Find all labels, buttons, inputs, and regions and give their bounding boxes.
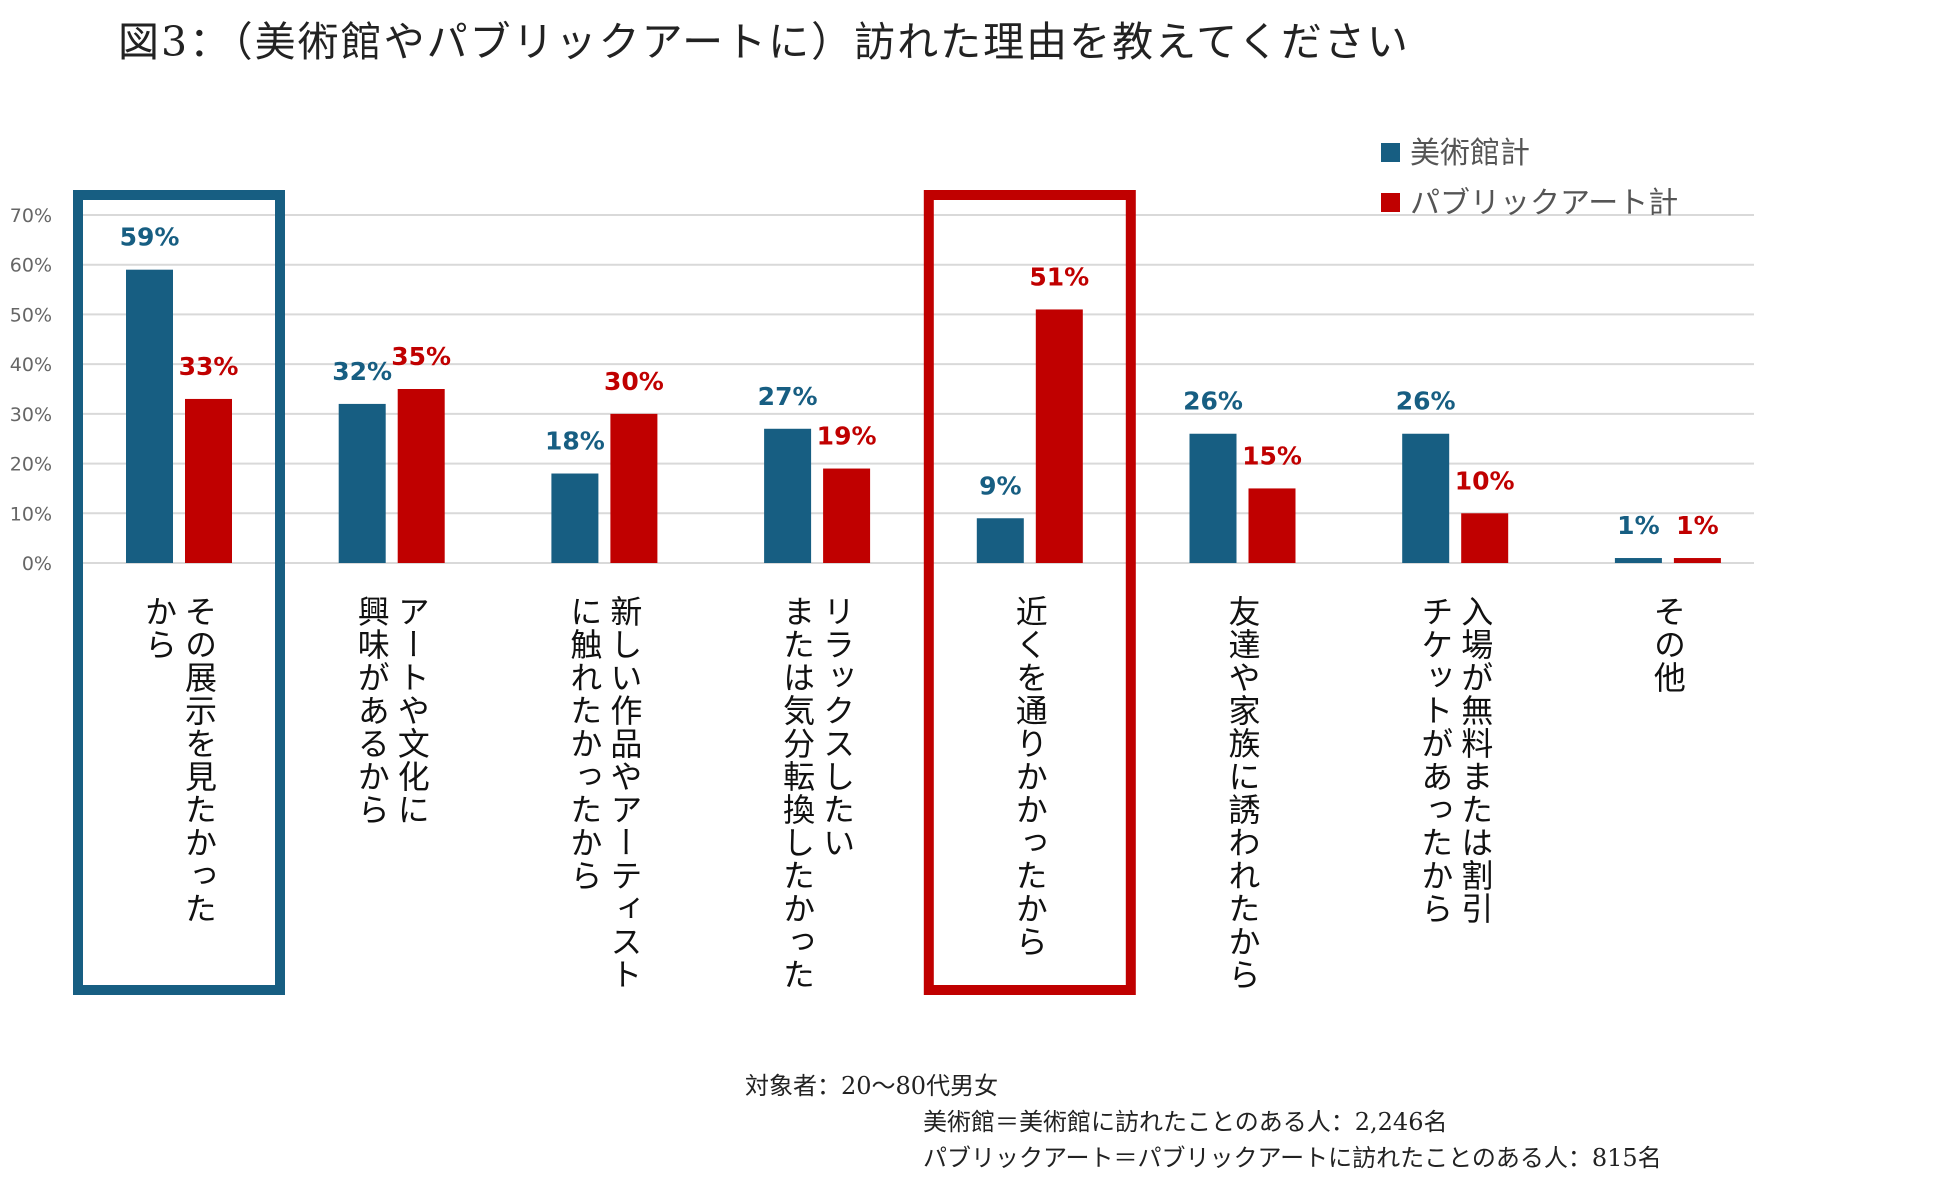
category-label: 近くを通りかかったから bbox=[1010, 595, 1049, 958]
y-tick-label: 60% bbox=[10, 255, 52, 277]
chart-title: 図3：（美術館やパブリックアートに）訪れた理由を教えてください bbox=[118, 18, 1410, 66]
data-label-museum: 1% bbox=[1617, 511, 1659, 540]
y-tick-label: 20% bbox=[10, 454, 52, 476]
category-label: 友達や家族に誘われたから bbox=[1223, 595, 1262, 991]
y-tick-label: 30% bbox=[10, 404, 52, 426]
bar-museum bbox=[1189, 433, 1237, 563]
bar-public-art bbox=[397, 389, 445, 563]
data-label-public-art: 1% bbox=[1676, 511, 1718, 540]
bar-museum bbox=[551, 473, 599, 563]
footnote-museum-sample: 美術館＝美術館に訪れたことのある人：2,246名 bbox=[923, 1108, 1448, 1136]
data-label-public-art: 51% bbox=[1029, 262, 1089, 291]
category-label: アートや文化に 興味があるから bbox=[352, 595, 431, 826]
bar-museum bbox=[976, 518, 1024, 563]
category-label: その展示を見たかった から bbox=[140, 595, 218, 925]
bars bbox=[126, 269, 1721, 563]
data-label-museum: 59% bbox=[120, 223, 180, 252]
highlight-boxes bbox=[73, 190, 1136, 995]
gridlines bbox=[83, 214, 1754, 564]
data-label-public-art: 15% bbox=[1242, 441, 1302, 470]
data-label-museum: 26% bbox=[1396, 387, 1456, 416]
data-label-public-art: 10% bbox=[1455, 466, 1515, 495]
category-label: リラックスしたい または気分転換したかった bbox=[778, 595, 857, 991]
legend-swatch-public-art bbox=[1381, 193, 1400, 212]
footnote-target: 対象者：20〜80代男女 bbox=[745, 1072, 999, 1100]
data-label-museum: 27% bbox=[758, 382, 818, 411]
category-label: 入場が無料または割引 チケットがあったから bbox=[1416, 595, 1495, 925]
data-label-public-art: 33% bbox=[179, 352, 239, 381]
data-label-public-art: 19% bbox=[817, 422, 877, 451]
data-label-public-art: 30% bbox=[604, 367, 664, 396]
data-label-museum: 9% bbox=[979, 471, 1021, 500]
data-label-museum: 18% bbox=[545, 427, 605, 456]
bar-public-art bbox=[610, 413, 658, 563]
bar-museum bbox=[1614, 558, 1662, 563]
data-labels: 59% 33% 32%35% 18% 30% 27% 19% 9% 51% 26% 15% 26% 10… bbox=[120, 223, 1719, 540]
bar-public-art bbox=[1673, 558, 1721, 563]
y-tick-label: 0% bbox=[22, 553, 52, 575]
legend-label-museum: 美術館計 bbox=[1410, 136, 1530, 171]
bar-museum bbox=[764, 428, 812, 563]
y-tick-label: 70% bbox=[10, 205, 52, 227]
y-tick-label: 10% bbox=[10, 503, 52, 525]
highlight-box bbox=[73, 190, 285, 995]
bar-public-art bbox=[1461, 513, 1509, 563]
y-tick-label: 50% bbox=[10, 304, 52, 326]
data-label-museum: 32% bbox=[332, 357, 392, 386]
footnote-public-art-sample: パブリックアート＝パブリックアートに訪れたことのある人：815名 bbox=[923, 1144, 1662, 1172]
bar-public-art bbox=[185, 398, 232, 563]
y-axis-ticks: 0% 10% 20% 30% 40% 50% 60% 70% bbox=[10, 205, 52, 575]
legend-swatch-museum bbox=[1381, 143, 1400, 162]
bar-museum bbox=[338, 403, 386, 563]
bar-public-art bbox=[1248, 488, 1296, 563]
bar-museum bbox=[126, 269, 173, 563]
legend-label-public-art: パブリックアート計 bbox=[1410, 186, 1678, 221]
bar-public-art bbox=[1035, 309, 1083, 563]
bar-museum bbox=[1402, 433, 1450, 563]
category-label: その他 bbox=[1648, 595, 1687, 694]
y-tick-label: 40% bbox=[10, 354, 52, 376]
footnote: 対象者：20〜80代男女 美術館＝美術館に訪れたことのある人：2,246名 パブ… bbox=[745, 1068, 1662, 1176]
data-label-public-art: 35% bbox=[391, 342, 451, 371]
data-label-museum: 26% bbox=[1183, 387, 1243, 416]
category-label: 新しい作品やアーティスト に触れたかったから bbox=[565, 595, 644, 991]
highlight-box bbox=[923, 190, 1136, 995]
bar-public-art bbox=[823, 468, 871, 563]
